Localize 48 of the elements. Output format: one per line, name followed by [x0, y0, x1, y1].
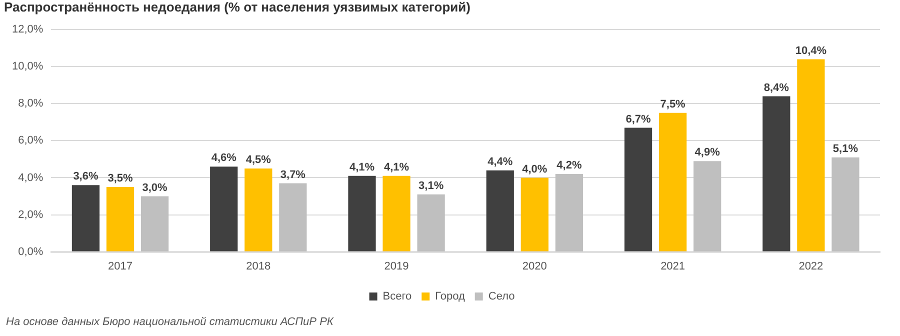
x-tick-label: 2020	[522, 260, 547, 272]
bar	[624, 128, 652, 252]
data-label: 4,4%	[488, 156, 513, 168]
bar	[348, 176, 376, 252]
data-label: 5,1%	[832, 142, 858, 155]
data-label: 3,5%	[108, 172, 134, 185]
bar	[762, 96, 790, 252]
legend-label: Всего	[382, 290, 412, 303]
data-label: 6,7%	[626, 113, 652, 126]
data-label: 4,9%	[694, 146, 720, 159]
legend-label: Село	[488, 290, 515, 303]
chart-title: Распространённость недоедания (% от населения уязвимых категорий)	[4, 0, 470, 14]
y-tick-label: 10,0%	[12, 60, 44, 73]
y-tick-label: 6,0%	[18, 134, 44, 147]
data-label: 4,5%	[246, 154, 272, 166]
y-tick-label: 8,0%	[18, 98, 44, 110]
bar	[210, 166, 238, 252]
bar	[658, 112, 687, 252]
bar	[797, 59, 825, 252]
x-tick-label: 2021	[660, 260, 686, 272]
data-label: 8,4%	[764, 82, 790, 94]
bar	[106, 186, 134, 252]
data-label: 10,4%	[795, 44, 827, 57]
bar	[486, 170, 514, 252]
legend-label: Город	[435, 290, 466, 303]
data-label: 3,6%	[73, 170, 98, 183]
x-tick-label: 2018	[246, 260, 271, 272]
y-tick-label: 4,0%	[18, 172, 44, 184]
data-label: 3,1%	[418, 180, 444, 192]
text: На основе данных Бюро национальной статистики АСПиР РК	[6, 316, 334, 328]
data-label: 4,6%	[211, 152, 237, 164]
x-tick-label: 2017	[108, 260, 132, 272]
bar	[244, 168, 272, 252]
data-label: 4,1%	[349, 161, 375, 174]
bar	[520, 178, 548, 252]
y-tick-label: 2,0%	[18, 208, 44, 221]
data-label: 3,0%	[142, 182, 168, 194]
data-label: 4,1%	[384, 161, 410, 174]
data-label: 4,2%	[556, 160, 582, 172]
x-tick-label: 2019	[384, 260, 409, 272]
bar	[382, 176, 410, 252]
data-label: 4,0%	[522, 163, 548, 176]
bar	[72, 185, 100, 252]
data-label: 7,5%	[660, 98, 686, 110]
data-label: 3,7%	[280, 168, 306, 181]
y-tick-label: 12,0%	[12, 24, 44, 36]
y-tick-label: 0,0%	[18, 246, 44, 258]
x-tick-label: 2022	[798, 260, 824, 272]
